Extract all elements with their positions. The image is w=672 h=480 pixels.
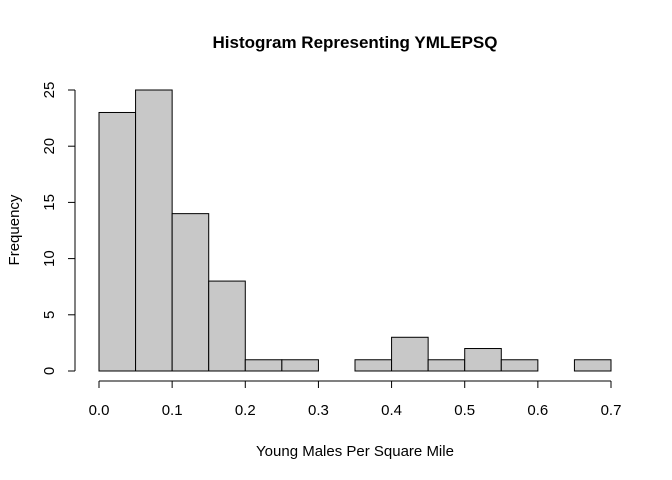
histogram-bar-7 xyxy=(354,359,393,372)
histogram-bar-1 xyxy=(135,89,173,372)
y-tick-label-0: 0 xyxy=(41,367,58,375)
x-axis-label: Young Males Per Square Mile xyxy=(256,443,454,460)
x-tick-label-1: 0.1 xyxy=(162,402,183,419)
x-tick-label-4: 0.4 xyxy=(381,402,402,419)
y-axis-label: Frequency xyxy=(6,194,23,265)
histogram-bar-3 xyxy=(208,280,246,372)
histogram-bar-2 xyxy=(171,213,210,372)
histogram-bar-5 xyxy=(281,359,319,372)
x-tick-label-5: 0.5 xyxy=(454,402,475,419)
y-axis: 0 5 10 15 20 25 xyxy=(41,82,76,375)
histogram-bar-9 xyxy=(427,359,466,372)
histogram-bar-10 xyxy=(464,348,502,372)
histogram-bar-11 xyxy=(500,359,539,372)
x-tick-label-7: 0.7 xyxy=(601,402,622,419)
y-tick-label-4: 20 xyxy=(41,138,58,155)
x-tick-label-3: 0.3 xyxy=(308,402,329,419)
chart-title: Histogram Representing YMLEPSQ xyxy=(213,33,498,52)
y-tick-label-3: 15 xyxy=(41,194,58,211)
histogram-bar-4 xyxy=(244,359,283,372)
histogram-bar-8 xyxy=(391,336,429,372)
histogram-bar-13 xyxy=(573,359,612,372)
x-tick-label-0: 0.0 xyxy=(89,402,110,419)
x-axis: 0.0 0.1 0.2 0.3 0.4 0.5 0.6 0.7 xyxy=(89,380,622,419)
y-tick-label-1: 5 xyxy=(41,311,58,319)
bars-group xyxy=(98,89,612,372)
histogram-bar-0 xyxy=(98,111,137,372)
x-tick-label-2: 0.2 xyxy=(235,402,256,419)
y-tick-label-5: 25 xyxy=(41,82,58,99)
y-tick-label-2: 10 xyxy=(41,250,58,267)
x-tick-label-6: 0.6 xyxy=(527,402,548,419)
